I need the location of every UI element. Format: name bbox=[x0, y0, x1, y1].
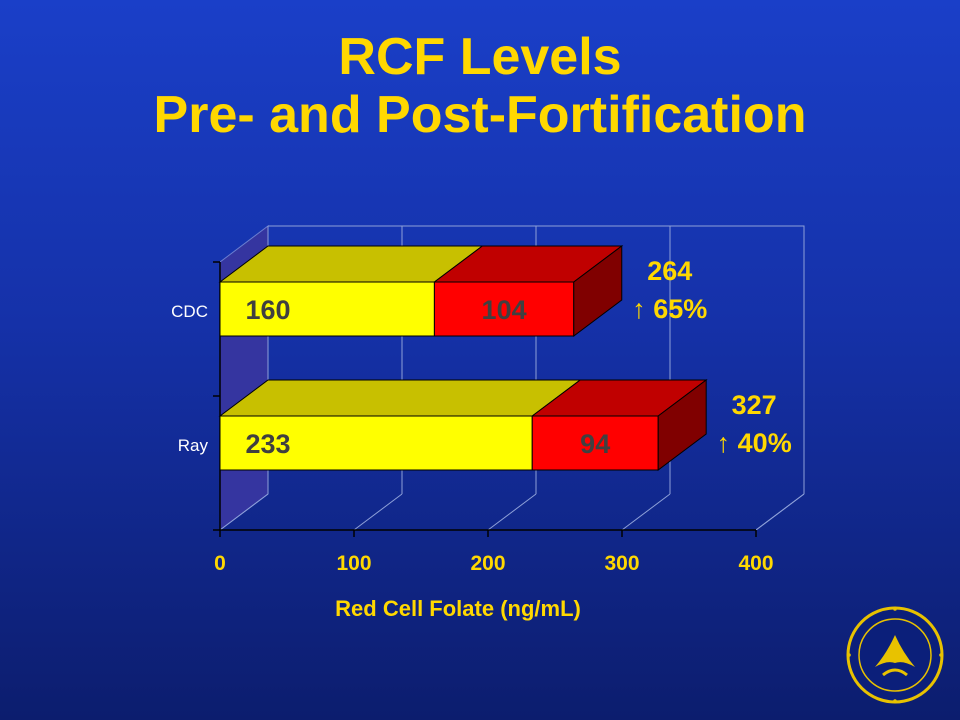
bar-value-label: 94 bbox=[580, 429, 610, 459]
x-tick-label: 100 bbox=[336, 552, 371, 575]
bar-segment bbox=[219, 281, 435, 337]
category-label: Ray bbox=[178, 436, 209, 455]
total-annotation: 327 bbox=[732, 390, 777, 420]
floor-gridline bbox=[487, 493, 537, 531]
bar-value-label: 233 bbox=[245, 429, 290, 459]
x-tick-label: 200 bbox=[470, 552, 505, 575]
x-tick-label: 0 bbox=[214, 552, 226, 575]
bar-segment bbox=[219, 415, 533, 471]
change-annotation: ↑ 65% bbox=[632, 294, 707, 324]
x-tick-label: 400 bbox=[738, 552, 773, 575]
bar-top-face bbox=[218, 379, 582, 417]
x-axis-title: Red Cell Folate (ng/mL) bbox=[335, 596, 581, 621]
bar-value-label: 104 bbox=[482, 295, 527, 325]
hhs-seal-logo bbox=[846, 606, 944, 704]
floor-gridline bbox=[353, 493, 403, 531]
title-line-2: Pre- and Post-Fortification bbox=[153, 86, 807, 144]
x-tick-label: 300 bbox=[604, 552, 639, 575]
bar-value-label: 160 bbox=[245, 295, 290, 325]
change-annotation: ↑ 40% bbox=[717, 428, 792, 458]
title-line-1: RCF Levels bbox=[338, 28, 622, 86]
floor-gridline bbox=[755, 493, 805, 531]
bar-end-face bbox=[657, 379, 707, 471]
bar-end-face bbox=[573, 245, 623, 337]
floor-gridline bbox=[621, 493, 671, 531]
category-label: CDC bbox=[171, 302, 208, 321]
floor-gridline bbox=[219, 493, 269, 531]
bar-segment bbox=[433, 281, 575, 337]
total-annotation: 264 bbox=[647, 256, 692, 286]
bar-segment bbox=[531, 415, 659, 471]
slide-title: RCF Levels Pre- and Post-Fortification bbox=[0, 28, 960, 144]
